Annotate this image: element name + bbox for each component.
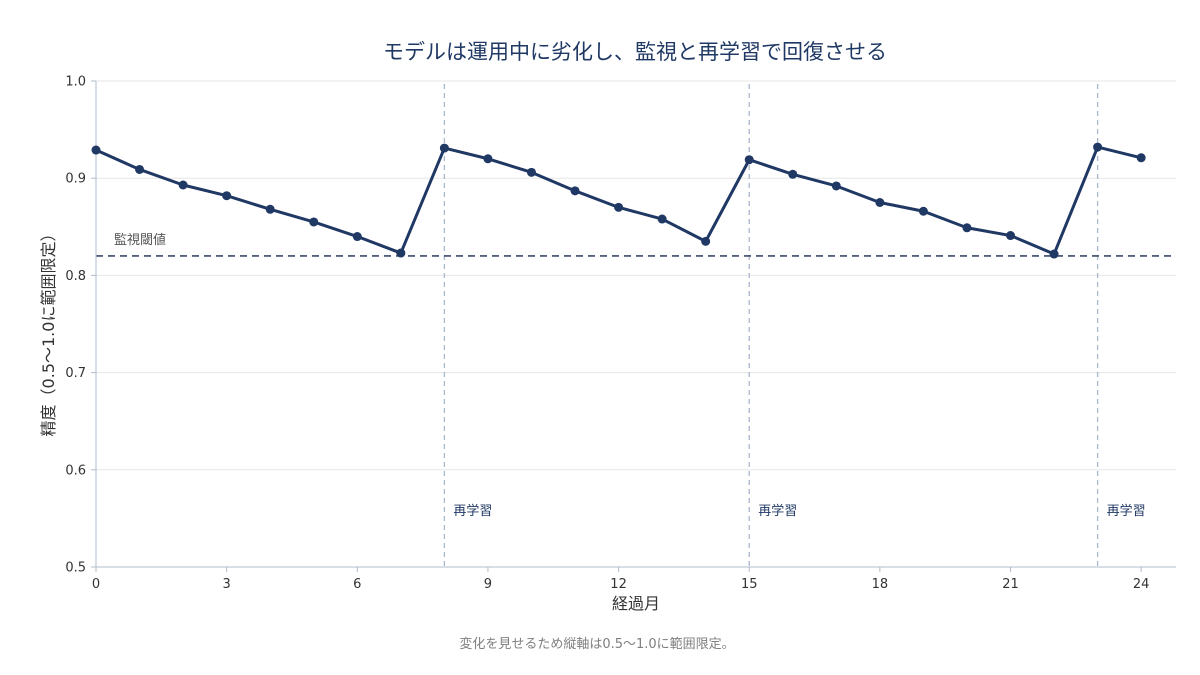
- data-point: [875, 198, 885, 207]
- threshold-label: 監視閾値: [114, 232, 166, 248]
- data-point: [396, 248, 406, 258]
- retrain-label: 再学習: [453, 503, 492, 519]
- data-point: [1049, 249, 1059, 259]
- x-tick-label: 15: [741, 577, 758, 592]
- data-point: [614, 202, 624, 212]
- data-point: [265, 204, 275, 214]
- data-point: [309, 217, 319, 227]
- data-point: [352, 232, 362, 242]
- data-point: [962, 223, 972, 233]
- y-axis-title: 精度（0.5〜1.0に範囲限定）: [39, 226, 58, 437]
- data-point: [701, 236, 711, 246]
- data-point: [439, 143, 449, 153]
- data-point: [135, 164, 145, 174]
- data-point: [483, 154, 493, 164]
- annotations: 再学習 再学習 再学習 監視閾値: [114, 232, 1146, 519]
- retrain-label: 再学習: [1107, 503, 1146, 519]
- data-point: [788, 169, 798, 179]
- data-point: [831, 181, 841, 191]
- x-tick-label: 12: [610, 577, 627, 592]
- x-axis-title: 経過月: [612, 594, 660, 613]
- series-line: [94, 145, 1143, 256]
- y-tick-label: 0.5: [65, 561, 86, 576]
- x-tick-label: 6: [353, 577, 361, 592]
- data-point: [570, 186, 580, 196]
- x-tick-label: 18: [872, 577, 889, 592]
- retrain-label: 再学習: [758, 503, 797, 519]
- reference-lines: [96, 84, 1176, 567]
- chart-title: モデルは運用中に劣化し、監視と再学習で回復させる: [383, 40, 887, 64]
- tick-labels: 0.5 0.6 0.7 0.8 0.9 1.0 0 3 6 9 12 15 18 21 24: [65, 75, 1149, 593]
- data-point: [744, 155, 754, 165]
- data-point: [918, 206, 928, 216]
- y-tick-label: 1.0: [65, 75, 86, 90]
- data-point: [1136, 153, 1146, 163]
- data-point: [91, 145, 101, 155]
- x-tick-label: 24: [1133, 577, 1150, 592]
- data-point: [178, 180, 188, 190]
- y-tick-label: 0.9: [65, 172, 86, 187]
- data-point: [1006, 231, 1016, 241]
- data-point: [1093, 142, 1103, 152]
- chart-note: 変化を見せるため縦軸は0.5〜1.0に範囲限定。: [459, 636, 734, 652]
- x-tick-label: 21: [1002, 577, 1019, 592]
- x-tick-label: 3: [223, 577, 231, 592]
- data-point: [657, 214, 667, 224]
- x-tick-label: 9: [484, 577, 492, 592]
- y-tick-label: 0.8: [65, 269, 86, 284]
- data-point: [222, 191, 232, 201]
- x-tick-label: 0: [92, 577, 100, 592]
- y-tick-label: 0.6: [65, 463, 86, 478]
- data-point: [526, 167, 536, 177]
- series-group: [91, 142, 1146, 259]
- grid-lines: [96, 80, 1176, 471]
- y-tick-label: 0.7: [65, 366, 86, 381]
- axes: [91, 80, 1176, 572]
